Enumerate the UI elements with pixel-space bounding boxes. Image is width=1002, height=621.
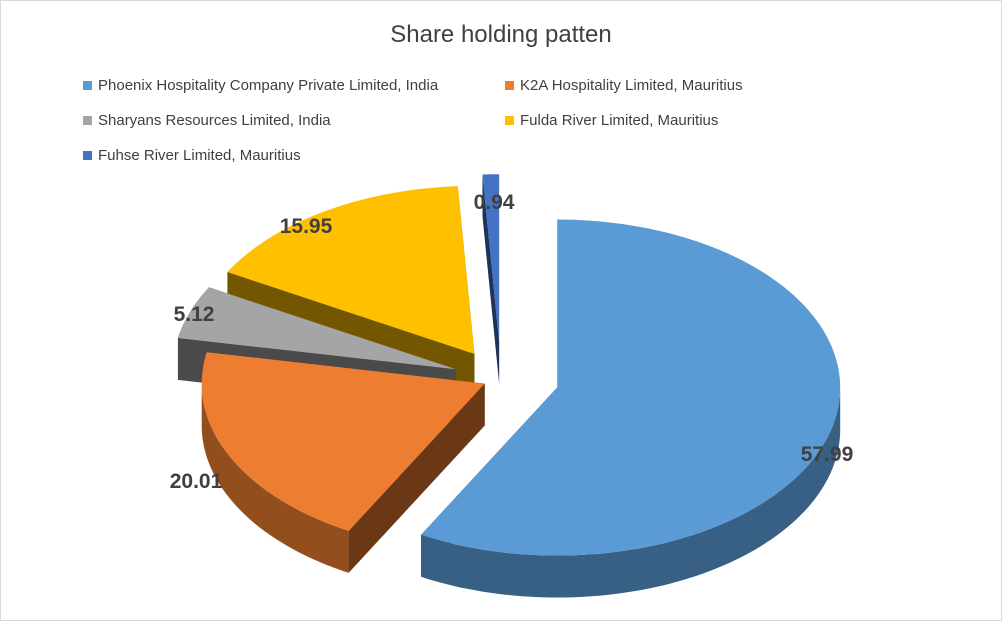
legend-item-phoenix: Phoenix Hospitality Company Private Limi… bbox=[83, 77, 438, 94]
legend-swatch bbox=[83, 116, 92, 125]
pie-slice-4 bbox=[482, 174, 500, 385]
legend-swatch bbox=[505, 81, 514, 90]
data-label: 20.01 bbox=[170, 470, 223, 493]
slice-top bbox=[201, 352, 485, 531]
slice-side-wall bbox=[348, 383, 485, 573]
legend-label: Fulda River Limited, Mauritius bbox=[520, 112, 719, 129]
data-label: 57.99 bbox=[801, 443, 854, 466]
slice-top bbox=[227, 186, 475, 354]
legend-label: Sharyans Resources Limited, India bbox=[98, 112, 331, 129]
legend-swatch bbox=[83, 151, 92, 160]
data-label: 0.94 bbox=[474, 191, 515, 214]
pie-slice-1 bbox=[201, 352, 485, 573]
legend-item-fulda: Fulda River Limited, Mauritius bbox=[505, 112, 718, 129]
legend-item-sharyans: Sharyans Resources Limited, India bbox=[83, 112, 331, 129]
data-label: 15.95 bbox=[280, 215, 333, 238]
legend-swatch bbox=[83, 81, 92, 90]
slice-top bbox=[482, 174, 500, 343]
slice-side-wall bbox=[482, 174, 500, 385]
legend-item-fuhse: Fuhse River Limited, Mauritius bbox=[83, 147, 301, 164]
legend-swatch bbox=[505, 116, 514, 125]
legend-label: Fuhse River Limited, Mauritius bbox=[98, 147, 301, 164]
slice-top bbox=[421, 219, 841, 556]
legend-item-k2a: K2A Hospitality Limited, Mauritius bbox=[505, 77, 743, 94]
slice-outer-wall bbox=[421, 387, 841, 598]
slice-top bbox=[177, 287, 456, 370]
data-label: 5.12 bbox=[174, 303, 215, 326]
chart-title: Share holding patten bbox=[390, 21, 612, 48]
slice-outer-wall bbox=[201, 383, 349, 573]
legend-label: Phoenix Hospitality Company Private Limi… bbox=[98, 77, 439, 94]
legend-label: K2A Hospitality Limited, Mauritius bbox=[520, 77, 743, 94]
pie-slice-0 bbox=[421, 219, 841, 598]
